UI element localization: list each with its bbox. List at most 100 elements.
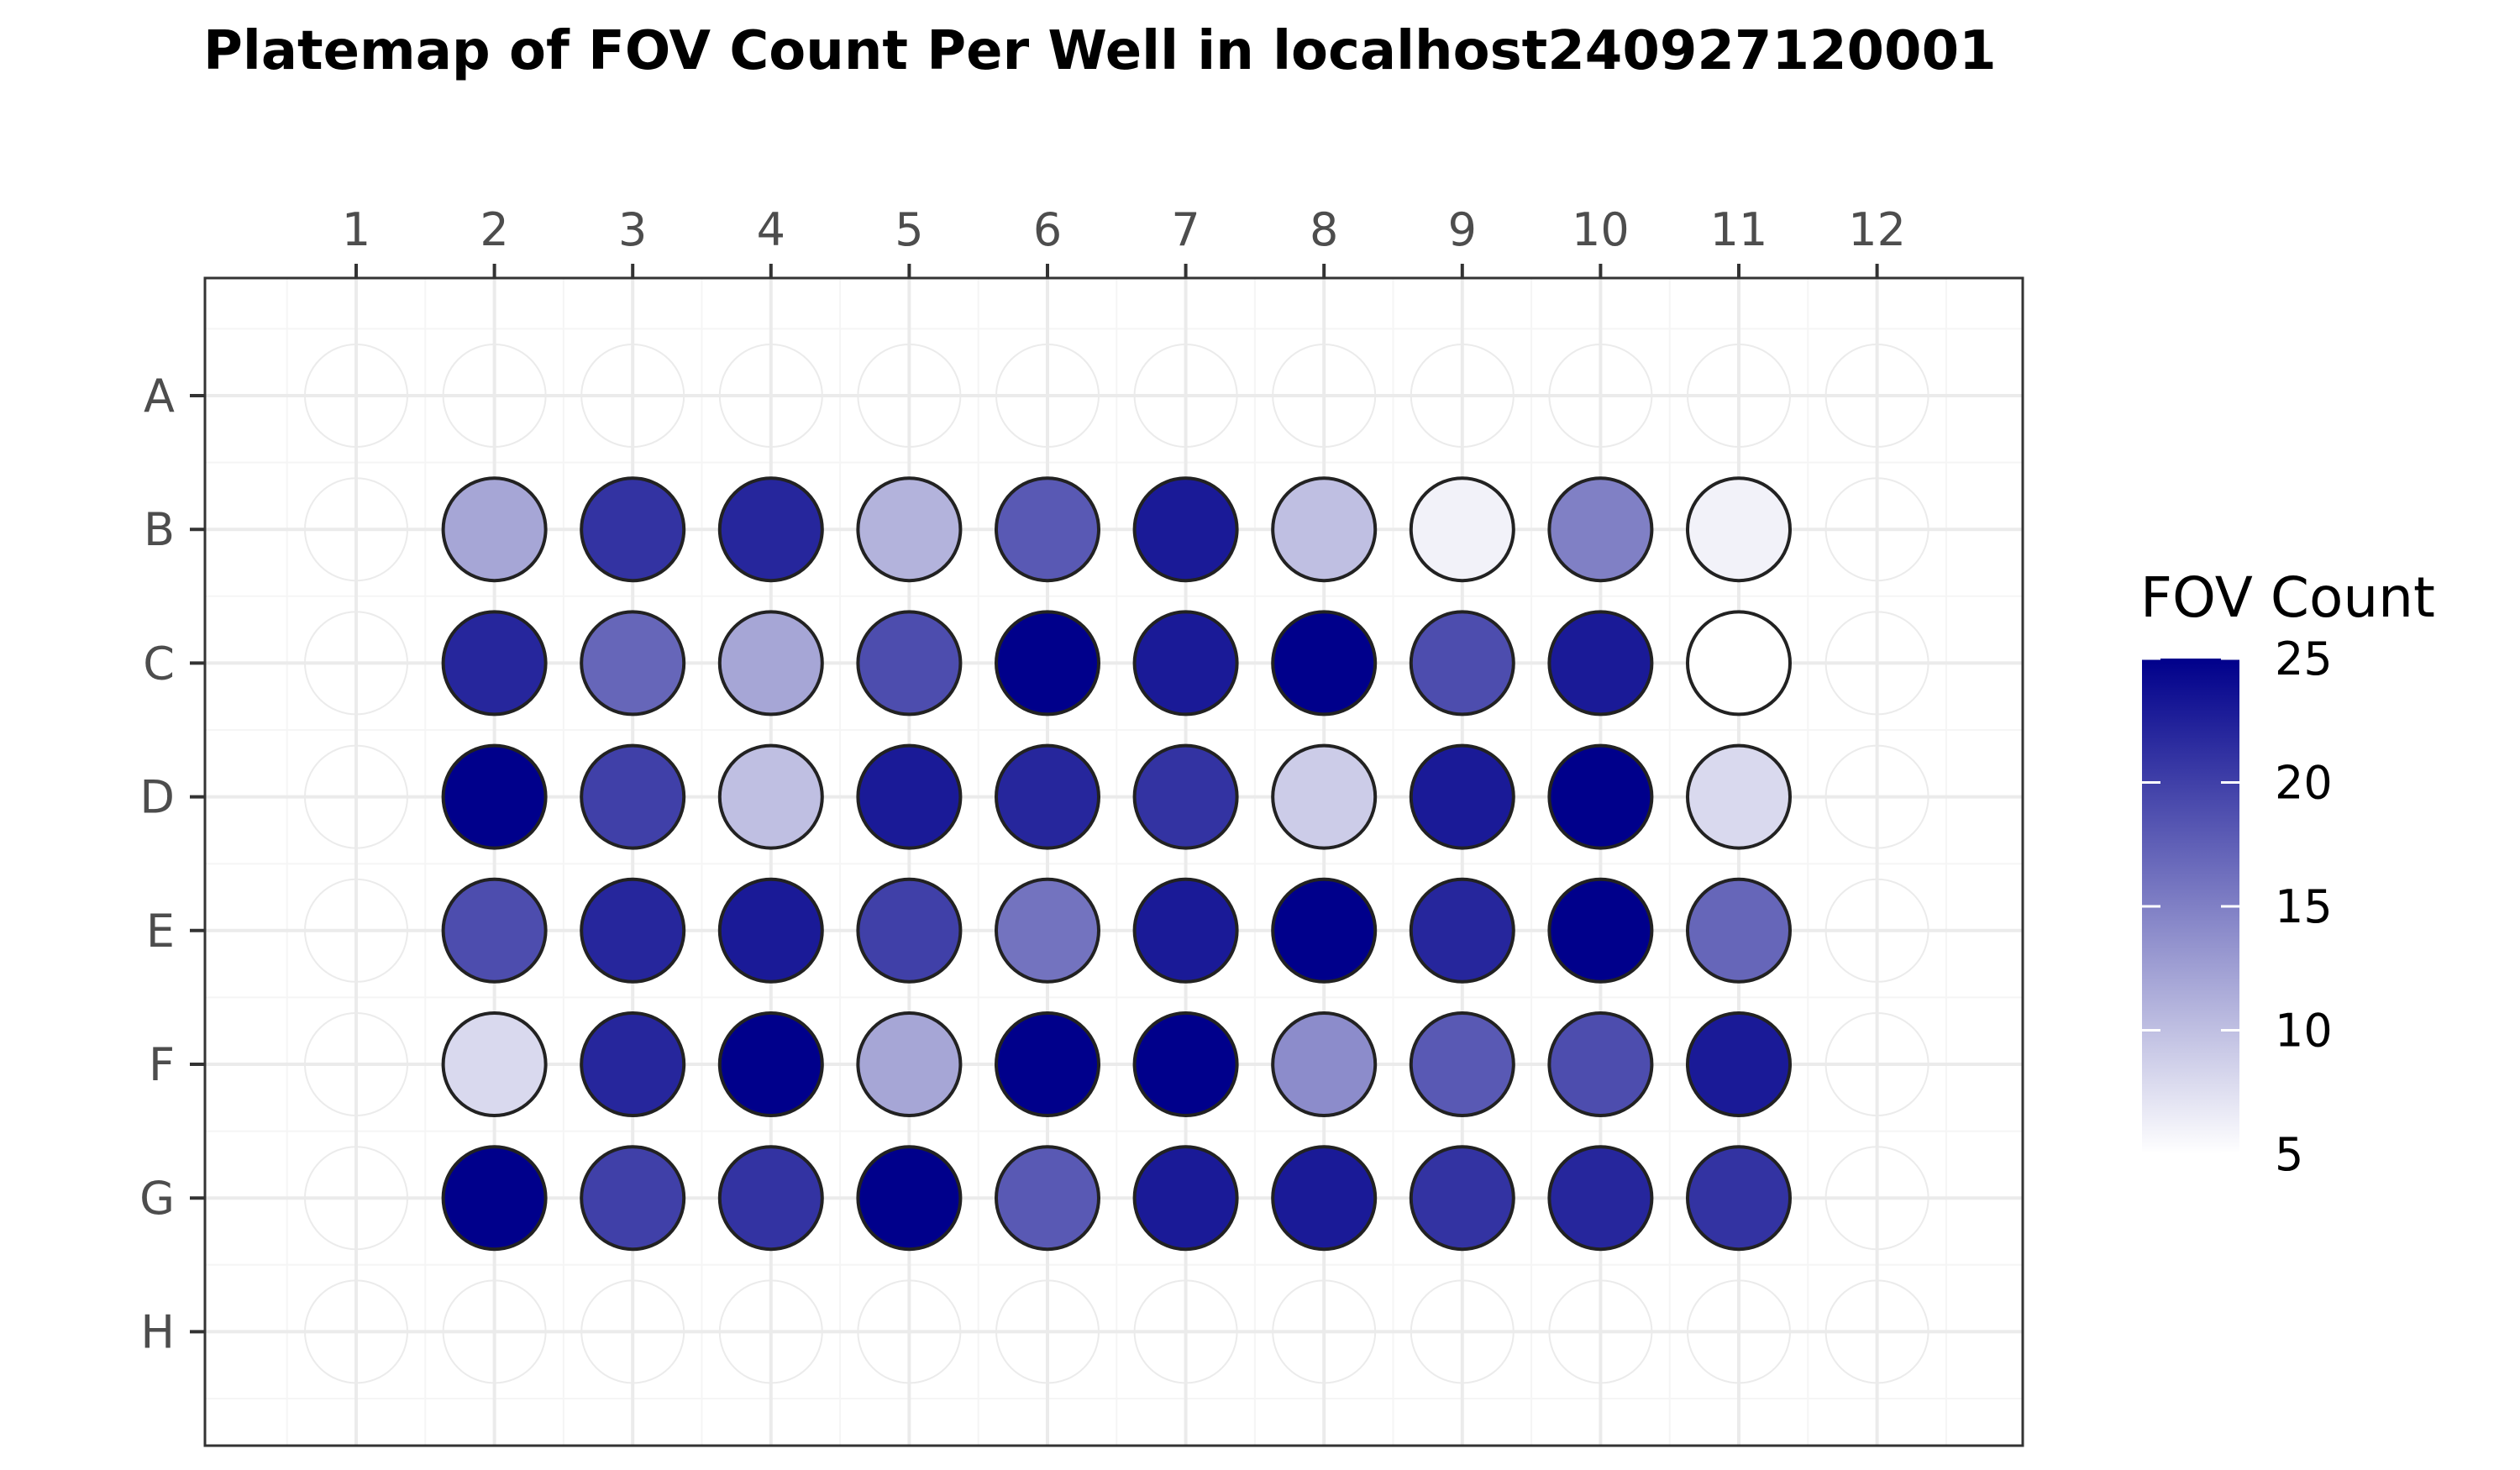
grid-lines — [205, 278, 2023, 1446]
empty-well — [857, 344, 962, 448]
well-F9 — [1409, 1011, 1515, 1117]
empty-well — [1824, 1012, 1929, 1116]
y-tick-label: G — [139, 1172, 175, 1225]
well-C3 — [580, 610, 686, 717]
well-F4 — [717, 1011, 824, 1117]
empty-well — [1548, 344, 1653, 448]
empty-well — [304, 1279, 408, 1384]
well-F8 — [1271, 1011, 1378, 1117]
y-tick-label: C — [143, 637, 175, 690]
well-B8 — [1271, 476, 1378, 583]
y-tick-label: E — [146, 905, 175, 958]
empty-well — [1410, 344, 1515, 448]
empty-well — [304, 1146, 408, 1251]
well-G8 — [1271, 1145, 1378, 1252]
empty-well — [580, 344, 685, 448]
well-B4 — [717, 476, 824, 583]
well-B7 — [1132, 476, 1239, 583]
well-C9 — [1409, 610, 1515, 717]
empty-well — [1133, 1279, 1238, 1384]
x-tick-label: 9 — [1448, 203, 1477, 256]
well-G3 — [580, 1145, 686, 1252]
empty-well — [1548, 1279, 1653, 1384]
y-tick-label: B — [144, 503, 175, 556]
well-E3 — [580, 877, 686, 984]
well-G2 — [441, 1145, 548, 1252]
x-tick-label: 3 — [618, 203, 647, 256]
y-tick-label: F — [149, 1038, 175, 1091]
legend-tick-label: 10 — [2275, 1005, 2333, 1058]
empty-well — [857, 1279, 962, 1384]
y-tick-label: D — [139, 771, 175, 824]
well-G4 — [717, 1145, 824, 1252]
x-tick-label: 6 — [1033, 203, 1062, 256]
well-C2 — [441, 610, 548, 717]
well-E8 — [1271, 877, 1378, 984]
well-D8 — [1271, 743, 1378, 850]
well-G7 — [1132, 1145, 1239, 1252]
empty-well — [718, 344, 823, 448]
well-D4 — [717, 743, 824, 850]
empty-well — [718, 1279, 823, 1384]
well-B10 — [1547, 476, 1654, 583]
well-B6 — [995, 476, 1100, 583]
well-D3 — [580, 743, 686, 850]
well-D11 — [1686, 743, 1792, 850]
empty-well — [304, 344, 408, 448]
wells — [304, 344, 1929, 1384]
empty-well — [304, 477, 408, 582]
empty-well — [1824, 611, 1929, 716]
empty-well — [304, 1012, 408, 1116]
well-F2 — [441, 1011, 548, 1117]
well-D5 — [856, 743, 963, 850]
empty-well — [1824, 1279, 1929, 1384]
empty-well — [1824, 477, 1929, 582]
x-tick-label: 2 — [480, 203, 508, 256]
empty-well — [1824, 344, 1929, 448]
well-C11 — [1686, 610, 1792, 717]
legend-tick-label: 25 — [2275, 633, 2333, 685]
well-E11 — [1686, 877, 1792, 984]
empty-well — [304, 878, 408, 983]
well-F3 — [580, 1011, 686, 1117]
well-G11 — [1686, 1145, 1792, 1252]
well-D6 — [995, 743, 1100, 850]
well-E10 — [1547, 877, 1654, 984]
well-E6 — [995, 877, 1100, 984]
legend-tick-label: 15 — [2275, 880, 2333, 933]
empty-well — [1824, 878, 1929, 983]
legend-title: FOV Count — [2140, 565, 2435, 630]
empty-well — [1687, 344, 1791, 448]
well-C10 — [1547, 610, 1654, 717]
well-F10 — [1547, 1011, 1654, 1117]
well-D9 — [1409, 743, 1515, 850]
x-tick-label: 4 — [757, 203, 785, 256]
well-B5 — [856, 476, 963, 583]
empty-well — [442, 1279, 547, 1384]
x-tick-label: 8 — [1310, 203, 1338, 256]
empty-well — [1824, 1146, 1929, 1251]
well-C6 — [995, 610, 1100, 717]
well-F6 — [995, 1011, 1100, 1117]
empty-well — [1410, 1279, 1515, 1384]
x-tick-label: 5 — [895, 203, 923, 256]
x-tick-label: 1 — [342, 203, 370, 256]
well-G9 — [1409, 1145, 1515, 1252]
panel-border — [203, 276, 2024, 1447]
well-E9 — [1409, 877, 1515, 984]
legend-tick-label: 5 — [2275, 1128, 2303, 1181]
well-E5 — [856, 877, 963, 984]
empty-well — [995, 344, 1100, 448]
well-C8 — [1271, 610, 1378, 717]
y-tick-label: A — [144, 370, 175, 423]
well-E2 — [441, 877, 548, 984]
well-B11 — [1686, 476, 1792, 583]
well-B9 — [1409, 476, 1515, 583]
x-tick-label: 11 — [1710, 203, 1768, 256]
empty-well — [1272, 1279, 1377, 1384]
well-E7 — [1132, 877, 1239, 984]
well-F11 — [1686, 1011, 1792, 1117]
well-B2 — [441, 476, 548, 583]
well-F7 — [1132, 1011, 1239, 1117]
